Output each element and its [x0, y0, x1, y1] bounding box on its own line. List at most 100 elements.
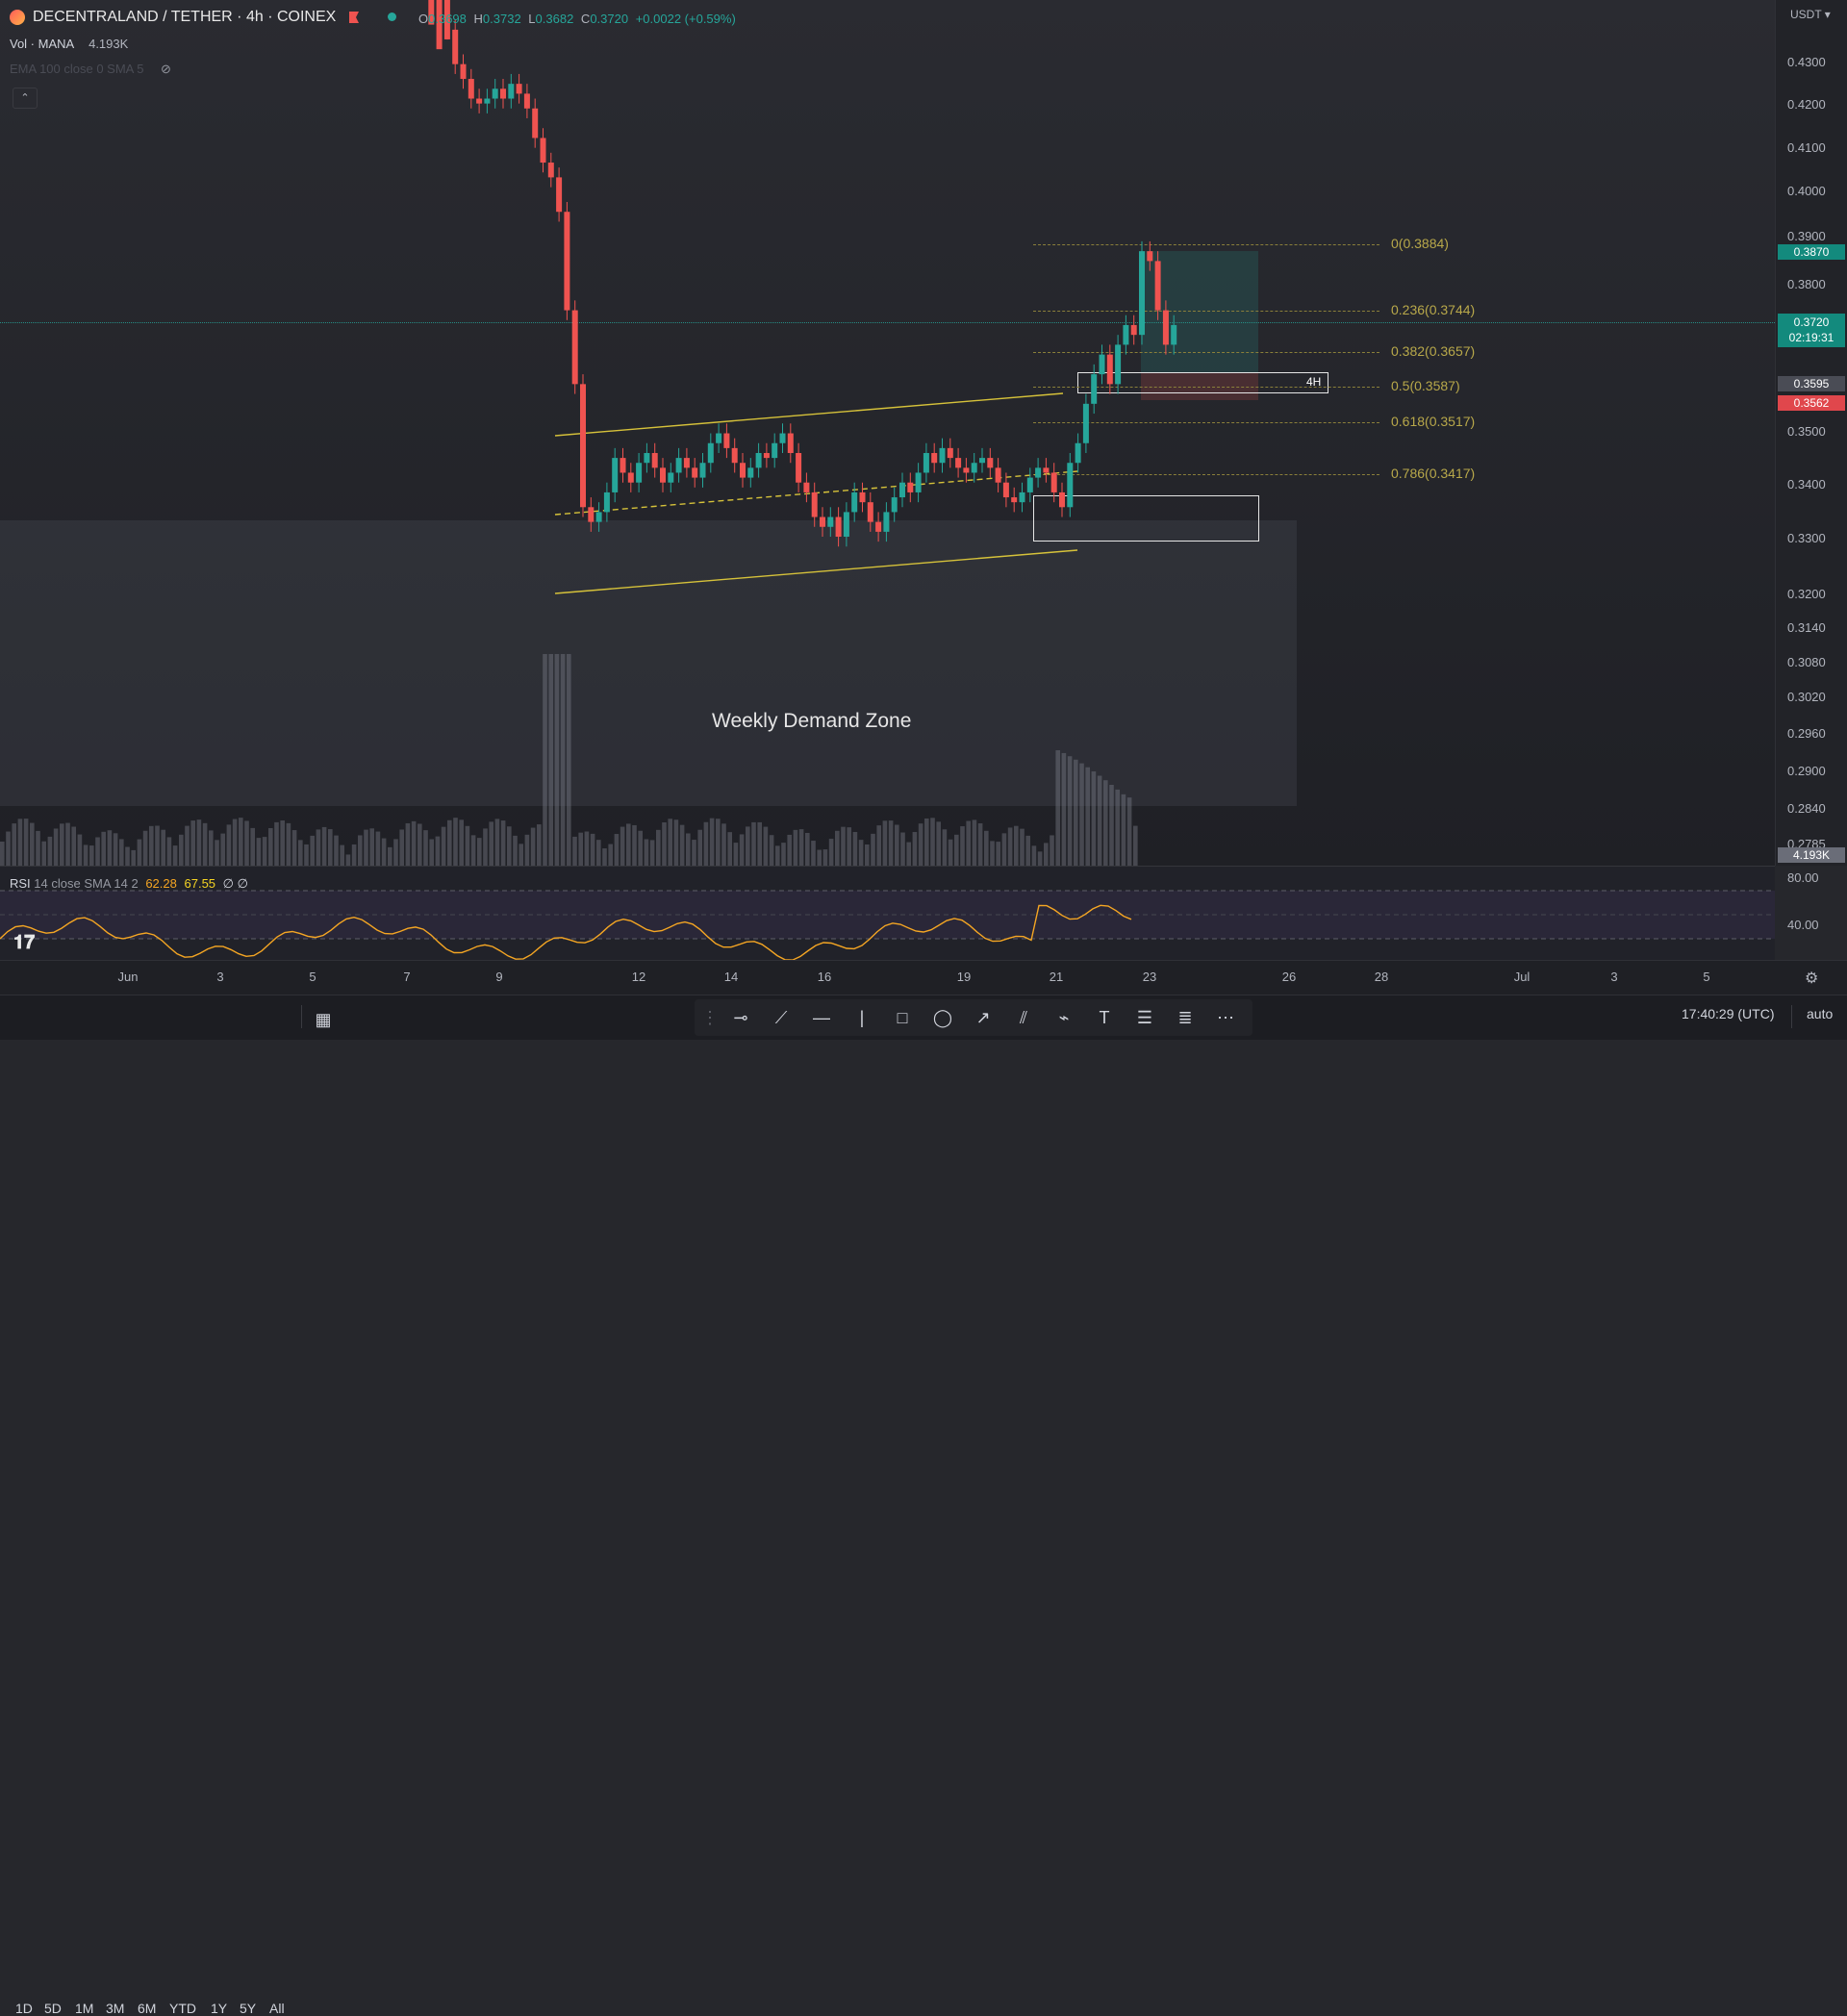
timeframe-1m[interactable]: 1M — [75, 2001, 94, 2016]
time-tick: 26 — [1281, 970, 1297, 984]
ema-legend[interactable]: EMA 100 close 0 SMA 5 — [10, 62, 144, 76]
price-tick: 0.3200 — [1787, 587, 1826, 601]
candle-body — [675, 458, 682, 473]
calendar-goto-icon[interactable]: ▦ — [315, 1010, 332, 1029]
horizontal-line-icon[interactable]: — — [813, 1008, 830, 1027]
volume-bar — [948, 839, 953, 866]
demand-zone-rect[interactable] — [0, 520, 1297, 806]
volume-legend[interactable]: Vol · MANA 4.193K — [10, 37, 129, 51]
timeframe-5d[interactable]: 5D — [44, 2001, 62, 2016]
volume-bar — [244, 820, 249, 866]
volume-bar — [369, 828, 374, 866]
candle-body — [612, 458, 619, 492]
horizontal-ray-icon[interactable]: ⊸ — [733, 1008, 748, 1027]
text-icon[interactable]: T — [1099, 1008, 1110, 1027]
volume-bar — [632, 824, 637, 866]
volume-bar — [626, 823, 631, 866]
price-tick: 0.3800 — [1787, 277, 1826, 291]
volume-bar — [668, 819, 672, 866]
volume-bar — [697, 829, 702, 866]
volume-bar — [1133, 825, 1138, 866]
price-tick: 0.3400 — [1787, 477, 1826, 491]
rsi-pane[interactable]: RSI 14 close SMA 14 2 62.28 67.55 ∅ ∅ 𝟏𝟕 — [0, 866, 1775, 961]
fib-label-0786: 0.786(0.3417) — [1391, 466, 1476, 481]
volume-badge: 4.193K — [1778, 847, 1845, 863]
price-tick: 0.2900 — [1787, 764, 1826, 778]
volume-bar — [30, 822, 35, 866]
volume-bar — [399, 829, 404, 866]
drag-handle-icon[interactable]: ⋮ — [701, 1008, 719, 1027]
volume-bar — [381, 838, 387, 866]
pitchfork-icon[interactable]: ≣ — [1177, 1008, 1193, 1027]
volume-bar — [543, 654, 547, 866]
price-tick: 0.4000 — [1787, 184, 1826, 198]
timeframe-all[interactable]: All — [269, 2001, 285, 2016]
parallel-channel-icon[interactable]: ⫽ — [1019, 1008, 1028, 1027]
volume-bar — [119, 839, 124, 866]
volume-bar — [805, 833, 810, 866]
volume-bar — [280, 820, 285, 866]
clock[interactable]: 17:40:29 (UTC) — [1682, 1006, 1775, 1021]
volume-bar — [364, 829, 368, 866]
price-tick: 0.4300 — [1787, 55, 1826, 69]
price-tick: 0.4100 — [1787, 140, 1826, 155]
support-box[interactable] — [1033, 495, 1259, 542]
time-axis[interactable] — [0, 960, 1847, 995]
timeframe-3m[interactable]: 3M — [106, 2001, 125, 2016]
volume-bar — [142, 830, 148, 866]
fib-label-05: 0.5(0.3587) — [1391, 378, 1460, 393]
timeframe-1d[interactable]: 1D — [15, 2001, 33, 2016]
timeframe-box[interactable] — [1077, 372, 1328, 393]
volume-bar — [190, 820, 195, 866]
time-tick: 23 — [1142, 970, 1157, 984]
timeframe-ytd[interactable]: YTD — [169, 2001, 196, 2016]
volume-bar — [435, 836, 441, 866]
volume-bar — [644, 839, 649, 866]
hide-eye-icon[interactable]: ⊘ — [161, 62, 171, 76]
vertical-line-icon[interactable]: | — [859, 1008, 865, 1027]
volume-bar — [268, 828, 273, 866]
candlesticks — [428, 0, 1177, 547]
candle-body — [1026, 477, 1033, 492]
rectangle-icon[interactable]: □ — [897, 1008, 908, 1027]
volume-bar — [835, 830, 840, 866]
volume-bar — [131, 849, 136, 866]
volume-bar — [345, 854, 351, 866]
volume-bar — [185, 825, 190, 866]
volume-bar — [1126, 797, 1132, 866]
scale-mode-auto[interactable]: auto — [1807, 1006, 1834, 1021]
trend-line-icon[interactable]: ⟋ — [774, 1008, 788, 1027]
volume-bar — [83, 844, 89, 866]
volume-bar — [977, 823, 983, 866]
fib-line-0236 — [1033, 311, 1379, 312]
currency-selector[interactable]: USDT ▾ — [1790, 8, 1831, 21]
volume-bar — [1007, 827, 1013, 866]
timeframe-1y[interactable]: 1Y — [211, 2001, 228, 2016]
volume-bar — [41, 841, 46, 866]
symbol-title[interactable]: DECENTRALAND / TETHER · 4h · COINEX — [33, 9, 337, 25]
arrow-icon[interactable]: ↗ — [975, 1008, 991, 1027]
collapse-chevron-icon[interactable]: ⌃ — [13, 88, 38, 109]
path-icon[interactable]: ⌁ — [1058, 1008, 1070, 1027]
more-tools-icon[interactable]: ⋯ — [1217, 1008, 1234, 1027]
timeframe-6m[interactable]: 6M — [138, 2001, 157, 2016]
ellipse-icon[interactable]: ◯ — [932, 1008, 953, 1027]
volume-bar — [459, 819, 464, 866]
candle-body — [603, 491, 610, 513]
flag-icon[interactable] — [349, 12, 359, 23]
fib-icon[interactable]: ☰ — [1136, 1008, 1153, 1027]
volume-bar — [930, 818, 935, 866]
candle-body — [484, 98, 491, 104]
volume-bar — [942, 829, 948, 866]
volume-bar — [972, 819, 977, 866]
volume-bar — [321, 826, 327, 866]
chart-canvas[interactable]: Weekly Demand Zone 4H 0(0.3884) 0.236(0.… — [0, 0, 1775, 866]
volume-bar — [602, 848, 607, 866]
last-price-line — [0, 322, 1775, 323]
candle-body — [1091, 374, 1098, 404]
rsi-legend[interactable]: RSI 14 close SMA 14 2 62.28 67.55 ∅ ∅ — [10, 876, 248, 891]
price-scale[interactable]: USDT ▾ — [1775, 0, 1847, 866]
timeframe-5y[interactable]: 5Y — [240, 2001, 257, 2016]
settings-gear-icon[interactable]: ⚙ — [1805, 970, 1819, 987]
candle-body — [564, 212, 570, 311]
